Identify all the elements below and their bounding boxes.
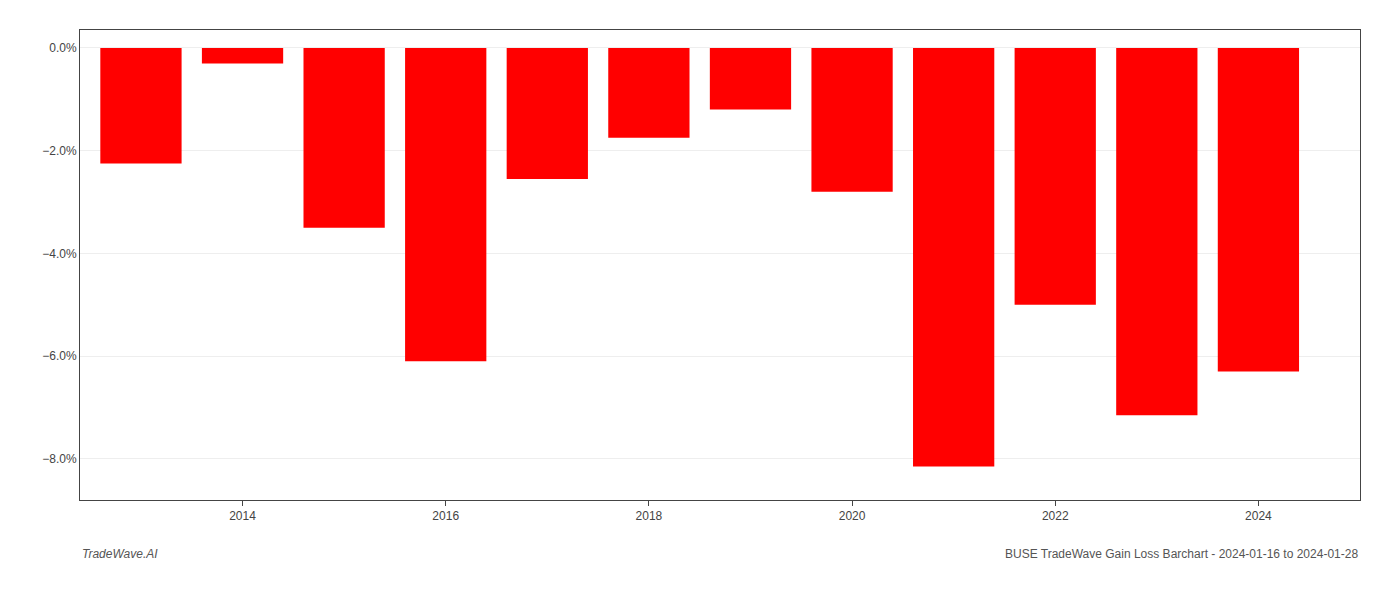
- svg-text:−2.0%: −2.0%: [42, 144, 77, 158]
- svg-text:2014: 2014: [229, 509, 256, 523]
- svg-text:−4.0%: −4.0%: [42, 247, 77, 261]
- svg-text:2018: 2018: [636, 509, 663, 523]
- svg-text:2024: 2024: [1245, 509, 1272, 523]
- svg-text:−8.0%: −8.0%: [42, 452, 77, 466]
- svg-text:−6.0%: −6.0%: [42, 349, 77, 363]
- svg-text:TradeWave.AI: TradeWave.AI: [82, 547, 158, 561]
- svg-text:BUSE TradeWave Gain Loss Barch: BUSE TradeWave Gain Loss Barchart - 2024…: [1005, 547, 1358, 561]
- svg-text:2016: 2016: [432, 509, 459, 523]
- svg-text:0.0%: 0.0%: [49, 41, 77, 55]
- svg-text:2020: 2020: [839, 509, 866, 523]
- svg-text:2022: 2022: [1042, 509, 1069, 523]
